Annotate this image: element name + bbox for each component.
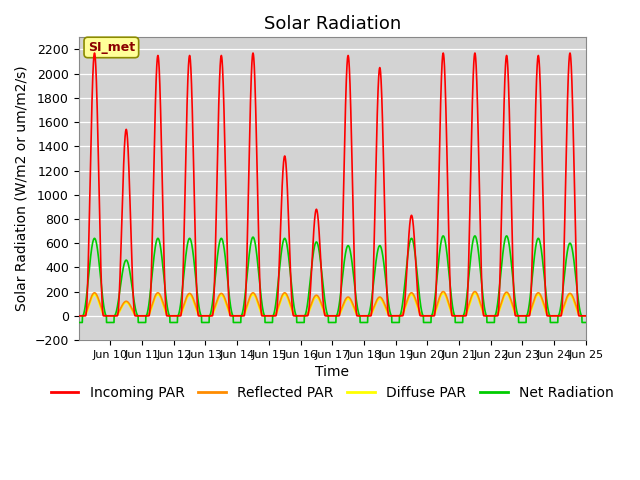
Diffuse PAR <box>576 313 584 319</box>
Line: Net Radiation: Net Radiation <box>79 236 586 323</box>
Reflected PAR <box>576 312 584 318</box>
Net Radiation <box>504 237 512 243</box>
Diffuse PAR <box>439 290 447 296</box>
Net Radiation <box>439 233 447 239</box>
Reflected PAR <box>439 289 447 295</box>
Incoming PAR <box>504 77 512 83</box>
Incoming PAR <box>75 313 83 319</box>
Net Radiation <box>75 320 83 325</box>
Y-axis label: Solar Radiation (W/m2 or um/m2/s): Solar Radiation (W/m2 or um/m2/s) <box>15 66 29 312</box>
Reflected PAR <box>75 313 83 319</box>
Reflected PAR <box>179 306 186 312</box>
Net Radiation <box>576 309 584 314</box>
Reflected PAR <box>504 291 512 297</box>
Text: SI_met: SI_met <box>88 41 135 54</box>
Net Radiation <box>582 320 589 325</box>
Diffuse PAR <box>179 308 186 314</box>
X-axis label: Time: Time <box>316 365 349 379</box>
Line: Reflected PAR: Reflected PAR <box>79 292 586 316</box>
Reflected PAR <box>582 313 589 319</box>
Title: Solar Radiation: Solar Radiation <box>264 15 401 33</box>
Diffuse PAR <box>582 313 589 319</box>
Reflected PAR <box>397 313 404 319</box>
Diffuse PAR <box>442 293 449 299</box>
Incoming PAR <box>91 50 99 56</box>
Net Radiation <box>442 240 449 246</box>
Incoming PAR <box>442 94 449 100</box>
Diffuse PAR <box>75 313 83 319</box>
Reflected PAR <box>442 291 449 297</box>
Net Radiation <box>474 245 482 251</box>
Incoming PAR <box>582 313 589 319</box>
Legend: Incoming PAR, Reflected PAR, Diffuse PAR, Net Radiation: Incoming PAR, Reflected PAR, Diffuse PAR… <box>45 381 620 406</box>
Diffuse PAR <box>397 313 404 319</box>
Line: Incoming PAR: Incoming PAR <box>79 53 586 316</box>
Incoming PAR <box>397 313 404 319</box>
Line: Diffuse PAR: Diffuse PAR <box>79 293 586 316</box>
Incoming PAR <box>179 285 186 290</box>
Diffuse PAR <box>504 293 512 299</box>
Incoming PAR <box>576 313 584 319</box>
Diffuse PAR <box>474 295 482 300</box>
Net Radiation <box>179 285 186 291</box>
Reflected PAR <box>474 293 482 299</box>
Net Radiation <box>397 311 404 317</box>
Incoming PAR <box>474 118 482 124</box>
